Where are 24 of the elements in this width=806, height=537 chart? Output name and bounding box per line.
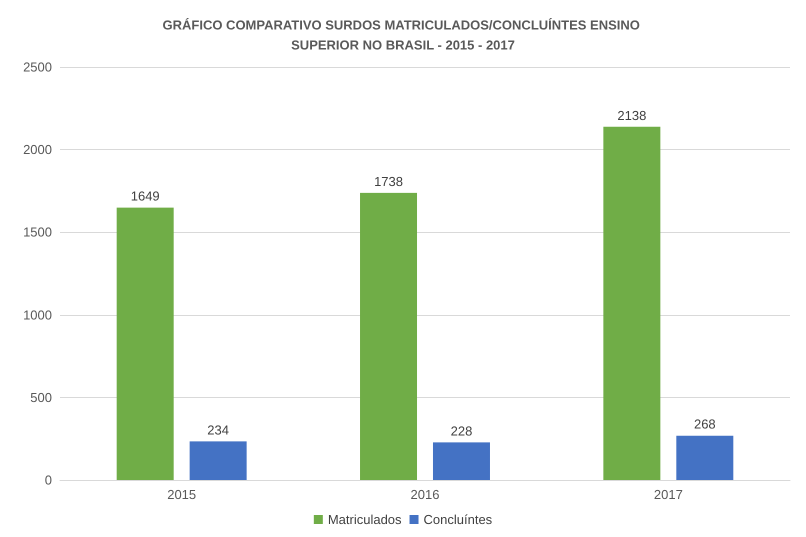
data-label: 268 bbox=[694, 416, 716, 432]
y-tick-label: 2500 bbox=[23, 60, 52, 74]
data-label: 1738 bbox=[374, 174, 403, 189]
x-tick-label: 2015 bbox=[167, 487, 196, 502]
bar bbox=[676, 436, 734, 480]
y-tick-label: 0 bbox=[44, 472, 52, 488]
data-label: 2138 bbox=[617, 108, 646, 123]
bar bbox=[360, 192, 418, 480]
data-label: 1649 bbox=[130, 188, 160, 204]
x-tick-label: 2017 bbox=[654, 487, 683, 502]
bar bbox=[432, 442, 490, 480]
chart-title: GRÁFICO COMPARATIVO SURDOS MATRICULADOS/CONCLUÍNTES ENSINO SUPERIOR NO BRASIL - 2015 - 2017 bbox=[162, 18, 644, 52]
y-tick-label: 1000 bbox=[23, 307, 52, 322]
y-tick-label: 500 bbox=[30, 390, 52, 405]
bar bbox=[116, 208, 174, 480]
y-tick-label: 2000 bbox=[23, 142, 52, 158]
y-tick-label: 1500 bbox=[23, 224, 52, 240]
data-label: 228 bbox=[450, 423, 472, 438]
bar bbox=[603, 126, 660, 480]
bar bbox=[190, 441, 247, 480]
data-label: 234 bbox=[207, 422, 229, 438]
legend-label: Matriculados bbox=[328, 512, 402, 527]
x-tick-label: 2016 bbox=[410, 487, 440, 502]
legend-label: Concluíntes bbox=[424, 512, 493, 527]
